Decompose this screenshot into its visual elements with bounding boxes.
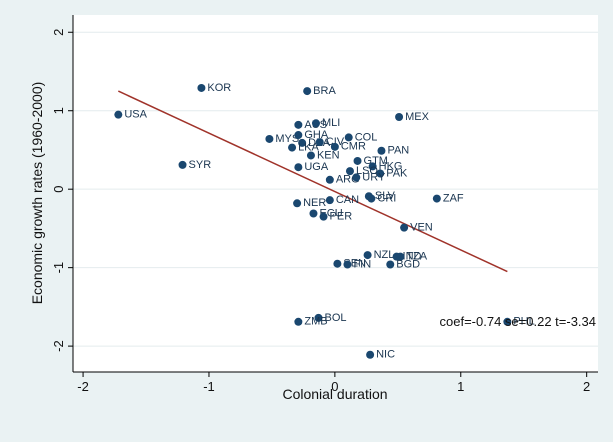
point-label: NIC bbox=[376, 349, 395, 361]
point-label: SYR bbox=[189, 159, 212, 171]
point-label: FIN bbox=[353, 258, 371, 270]
point-label: CIV bbox=[326, 136, 345, 148]
point bbox=[432, 194, 441, 203]
point bbox=[309, 209, 318, 218]
point bbox=[114, 110, 123, 119]
point bbox=[315, 138, 324, 147]
point bbox=[386, 260, 395, 269]
point bbox=[294, 131, 303, 140]
plot-area bbox=[73, 15, 598, 372]
point bbox=[353, 156, 362, 165]
point-label: CMR bbox=[341, 141, 366, 153]
point bbox=[376, 169, 385, 178]
y-tick-label: -1 bbox=[51, 262, 66, 274]
point-label: PAN bbox=[387, 145, 409, 157]
point-label: KOR bbox=[207, 82, 231, 94]
point bbox=[178, 160, 187, 169]
point bbox=[197, 83, 206, 92]
point-label: ZAF bbox=[443, 193, 464, 205]
point bbox=[377, 146, 386, 155]
point bbox=[395, 113, 404, 121]
y-axis-label: Economic growth rates (1960-2000) bbox=[29, 82, 45, 305]
point bbox=[311, 119, 320, 128]
fit-line bbox=[118, 90, 508, 273]
point bbox=[368, 162, 377, 171]
x-tick-label: 1 bbox=[457, 379, 464, 394]
point bbox=[367, 194, 376, 203]
point-label: PHL bbox=[513, 316, 534, 328]
point bbox=[366, 350, 375, 359]
point-label: MEX bbox=[405, 111, 430, 123]
point-label: BGD bbox=[396, 258, 420, 270]
point-label: BOL bbox=[325, 312, 347, 324]
point-label: CRI bbox=[377, 193, 396, 205]
point bbox=[288, 143, 297, 152]
x-axis-label: Colonial duration bbox=[282, 386, 387, 402]
point-label: ZMB bbox=[304, 316, 327, 328]
point-label: NZL bbox=[374, 249, 395, 261]
y-tick-label: 0 bbox=[51, 186, 66, 193]
point-label: BRA bbox=[313, 85, 336, 97]
point-label: SLV bbox=[375, 190, 396, 202]
y-tick-label: -2 bbox=[51, 340, 66, 352]
point bbox=[294, 317, 303, 326]
point-label: HKG bbox=[379, 160, 403, 172]
point-label: GHA bbox=[304, 129, 329, 141]
point bbox=[344, 133, 353, 142]
x-tick-label: -1 bbox=[203, 379, 215, 394]
point-label: TZA bbox=[406, 251, 427, 263]
point-label: COL bbox=[355, 131, 378, 143]
x-tick-label: -2 bbox=[77, 379, 89, 394]
point bbox=[330, 142, 339, 151]
point bbox=[293, 199, 302, 208]
point bbox=[294, 163, 303, 172]
point bbox=[400, 223, 409, 232]
point bbox=[363, 251, 372, 260]
point bbox=[298, 138, 307, 147]
point bbox=[503, 317, 512, 326]
y-tick-label: 1 bbox=[51, 107, 66, 114]
point bbox=[325, 175, 334, 184]
point-label: VEN bbox=[410, 222, 433, 234]
point bbox=[314, 313, 323, 322]
point bbox=[303, 87, 312, 96]
point-label: IND bbox=[403, 251, 422, 263]
point-label: NER bbox=[303, 197, 326, 209]
point bbox=[345, 167, 354, 176]
point-label: UGA bbox=[304, 161, 329, 173]
point bbox=[333, 259, 342, 268]
point bbox=[294, 120, 303, 129]
point-label: MYS bbox=[275, 133, 299, 145]
point-label: LKA bbox=[298, 142, 319, 154]
point bbox=[352, 173, 361, 182]
x-tick-label: 2 bbox=[583, 379, 590, 394]
point bbox=[325, 196, 334, 205]
point-label: LSO bbox=[356, 165, 378, 177]
point-label: CAN bbox=[336, 194, 359, 206]
point-label: KEN bbox=[317, 149, 340, 161]
x-tick-label: 0 bbox=[331, 379, 338, 394]
annotation: coef=-0.74 se=0.22 t=-3.34 bbox=[440, 314, 596, 329]
point-label: USA bbox=[124, 109, 147, 121]
point bbox=[343, 260, 352, 269]
point bbox=[319, 212, 328, 221]
point-label: PER bbox=[330, 211, 353, 223]
y-tick-label: 2 bbox=[51, 29, 66, 36]
point bbox=[396, 252, 405, 261]
point-label: MLI bbox=[322, 117, 340, 129]
point-label: URY bbox=[362, 171, 386, 183]
point-label: PAK bbox=[386, 167, 408, 179]
point bbox=[306, 151, 315, 160]
point bbox=[265, 134, 274, 143]
